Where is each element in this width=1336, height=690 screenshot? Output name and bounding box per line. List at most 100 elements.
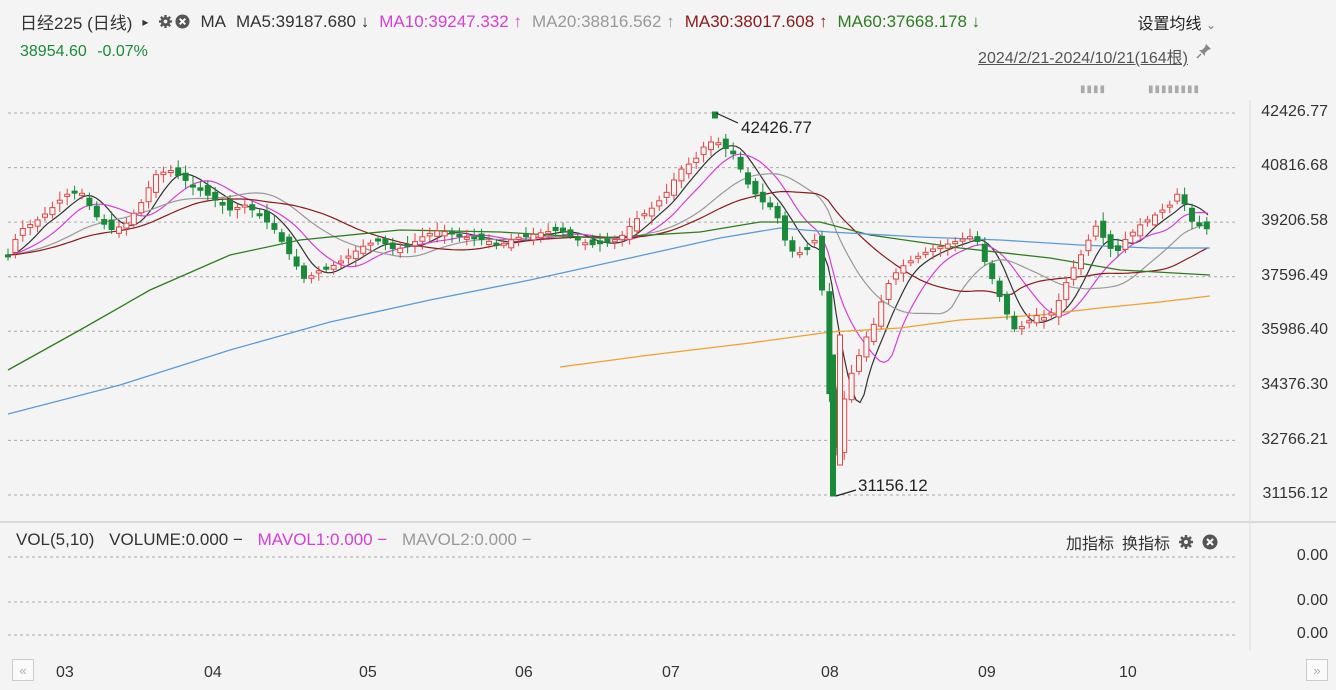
candle-body — [712, 111, 718, 119]
candle-body — [1011, 315, 1018, 330]
candle-body — [870, 323, 877, 342]
candle-body — [722, 138, 729, 150]
candle-body — [567, 229, 574, 237]
candle-body — [449, 230, 455, 235]
candle-body — [27, 224, 34, 229]
close-icon[interactable] — [1202, 534, 1218, 550]
candle-body — [486, 240, 492, 245]
x-tick-09: 09 — [978, 664, 996, 681]
candle-body — [130, 212, 137, 226]
candle-body — [826, 291, 833, 395]
candle-body — [1018, 326, 1025, 330]
date-range-link[interactable]: 2024/2/21-2024/10/21(164根) — [978, 50, 1188, 67]
candle-body — [375, 238, 381, 242]
candle-body — [671, 179, 677, 196]
candle-body — [804, 247, 811, 251]
candle-body — [1063, 282, 1070, 301]
candle-body — [523, 234, 529, 238]
candle-body — [878, 301, 885, 327]
add-indicator-button[interactable]: 加指标 — [1065, 536, 1114, 553]
candle-body — [619, 234, 626, 241]
candle-body — [641, 213, 648, 217]
candle-body — [330, 264, 337, 270]
candle-body — [1129, 231, 1136, 237]
volume-tools: 加指标 换指标 — [1066, 530, 1218, 554]
low-annotation: 31156.12 — [858, 476, 928, 495]
candle-body — [1196, 222, 1203, 227]
candle-body — [64, 193, 71, 197]
candle-body — [796, 252, 803, 256]
candle-body — [204, 185, 211, 196]
candle-body — [545, 231, 552, 235]
candle-body — [678, 168, 685, 182]
candle-body — [952, 241, 959, 245]
candle-body — [974, 236, 981, 242]
gear-icon[interactable] — [158, 14, 173, 29]
zoom-out-icon[interactable]: ▮▮▮▮ — [1080, 84, 1107, 95]
candle-body — [848, 372, 855, 401]
candle-body — [693, 157, 700, 163]
zoom-in-icon[interactable]: ▮▮▮▮▮▮▮▮ — [1148, 84, 1201, 95]
candle-body — [530, 233, 537, 241]
candle-body — [382, 238, 389, 245]
candle-body — [574, 237, 581, 241]
candle-body — [937, 246, 944, 250]
ma-settings-button[interactable]: 设置均线 ⌄ — [1137, 10, 1216, 34]
price-change: -0.07% — [97, 43, 148, 60]
x-tick-03: 03 — [56, 664, 74, 681]
ma-line — [7, 221, 1211, 371]
x-tick-06: 06 — [515, 664, 533, 681]
candle-body — [745, 172, 751, 185]
candle-body — [1174, 193, 1181, 202]
candle-body — [811, 239, 818, 244]
candle-body — [1004, 293, 1010, 315]
candle-body — [79, 192, 85, 196]
scroll-right-button[interactable]: » — [1306, 659, 1328, 681]
candle-body — [1203, 221, 1210, 230]
candle-body — [1070, 267, 1077, 280]
scroll-left-button[interactable]: « — [12, 659, 34, 681]
y-tick-8: 31156.12 — [1262, 485, 1328, 502]
candle-body — [737, 156, 744, 170]
low-arrow — [835, 489, 857, 497]
x-tick-10: 10 — [1119, 664, 1137, 681]
pin-icon[interactable] — [1196, 43, 1212, 64]
expand-arrow-icon[interactable]: ▸ — [142, 14, 149, 29]
chart-title[interactable]: 日经225 (日线) — [20, 14, 133, 33]
close-icon[interactable] — [175, 14, 190, 29]
candle-body — [708, 141, 714, 151]
vol-tick-3: 0.00 — [1296, 625, 1328, 642]
candle-body — [1085, 239, 1092, 252]
candle-body — [1152, 214, 1158, 226]
candle-body — [293, 256, 300, 267]
switch-indicator-button[interactable]: 换指标 — [1121, 536, 1170, 553]
chart-header: 日经225 (日线) ▸ MA MA5:39187.680 ↓ MA10:392… — [20, 9, 990, 34]
candle-body — [493, 242, 500, 246]
candle-body — [301, 265, 307, 279]
candle-body — [34, 219, 41, 227]
candle-body — [12, 239, 19, 253]
candle-body — [360, 245, 367, 254]
candle-body — [219, 202, 226, 206]
candle-body — [907, 260, 914, 264]
x-tick-08: 08 — [821, 664, 839, 681]
candle-body — [190, 184, 196, 188]
ma-line — [7, 173, 1209, 315]
candle-body — [1115, 245, 1121, 252]
candle-body — [441, 231, 448, 237]
candle-body — [234, 207, 241, 211]
vol-label[interactable]: VOL(5,10) — [16, 530, 95, 549]
candle-body — [212, 191, 219, 201]
candle-body — [1107, 234, 1114, 249]
candle-body — [49, 207, 56, 216]
candle-body — [611, 239, 618, 243]
candle-body — [782, 215, 788, 241]
gear-icon[interactable] — [1178, 534, 1194, 550]
mavol1-value: MAVOL1:0.000 − — [257, 530, 388, 549]
candle-body — [93, 205, 100, 218]
candle-body — [1041, 317, 1047, 321]
candle-body — [819, 235, 825, 291]
candle-body — [560, 227, 566, 233]
candle-body — [1122, 239, 1129, 250]
